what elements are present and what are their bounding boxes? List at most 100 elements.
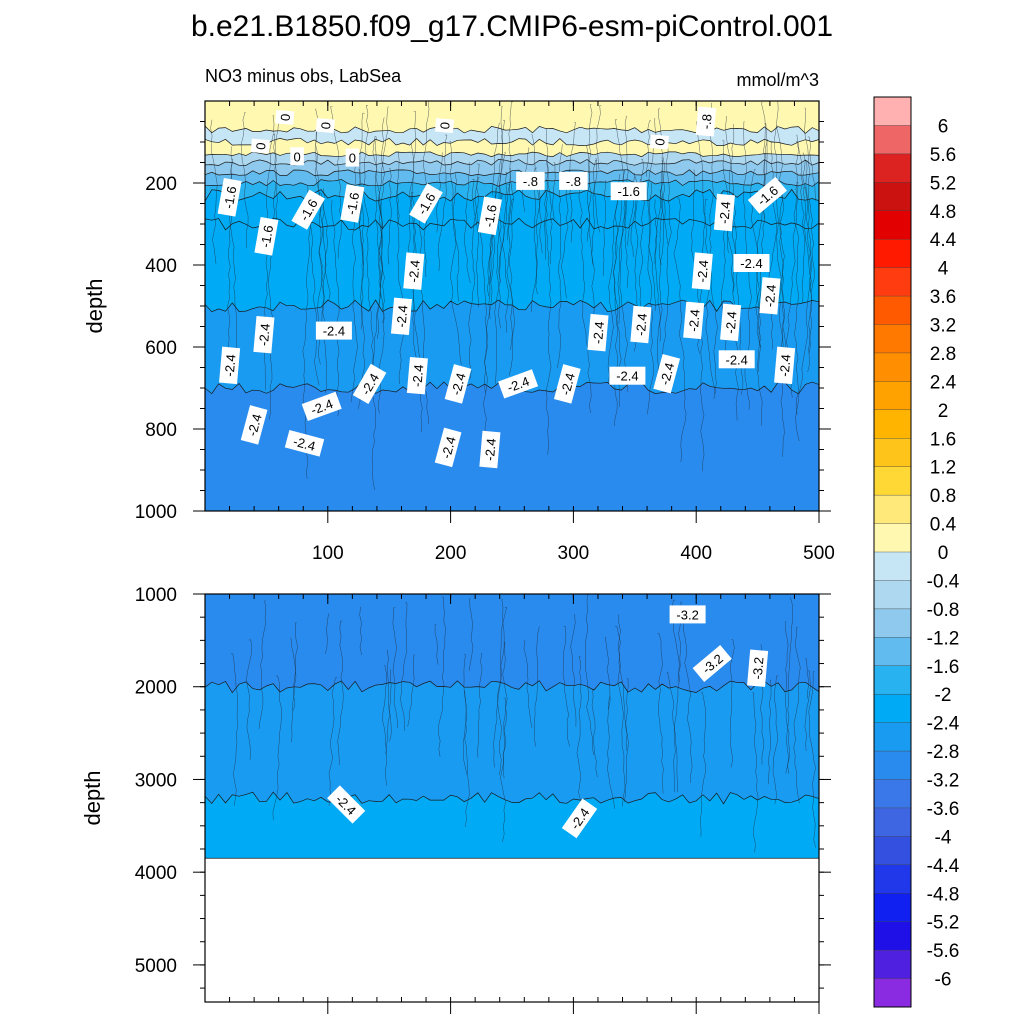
lower-squiggle-49 [617, 614, 628, 751]
upper-contour-label-36: -2.4 [498, 369, 539, 399]
lower-y-tick-label-2: 3000 [135, 770, 177, 791]
upper-contour-label-bg-31 [718, 350, 755, 369]
upper-contour-label-bg-16 [610, 182, 647, 201]
colorbar-swatch-9 [873, 352, 912, 382]
upper-contour-label-8: -1.6 [217, 178, 242, 217]
upper-contour-label-24: -2.4 [315, 321, 352, 340]
upper-contour-label-20: -2.4 [691, 252, 713, 290]
upper-squiggle-66 [777, 183, 786, 377]
upper-squiggle-68 [396, 183, 405, 385]
upper-contour-label-bg-35 [444, 364, 472, 404]
upper-squiggle-47 [464, 162, 471, 283]
upper-contour-label-16: -1.6 [610, 182, 647, 201]
colorbar-label-9: 2.4 [930, 372, 957, 393]
upper-contour-label-bg-0 [275, 109, 295, 125]
colorbar-frame [873, 96, 912, 1008]
upper-contour-label-bg-10 [340, 184, 365, 223]
upper-contour-label-text-16: -1.6 [617, 184, 639, 199]
lower-squiggle-23 [407, 654, 415, 727]
upper-squiggle-32 [602, 179, 607, 277]
upper-contour-label-text-34: -2.4 [409, 364, 426, 388]
lower-field [205, 594, 819, 1002]
upper-contour-label-text-22: -2.4 [762, 284, 779, 308]
upper-contour-label-6: 0 [345, 148, 360, 167]
upper-contour-label-4: 0 [250, 138, 270, 154]
colorbar-swatch-14 [873, 494, 912, 525]
panel-lower: -3.2-3.2 -3.2-2.4-2.4 1000200030004000500… [80, 585, 831, 1014]
colorbar-swatch-27 [873, 864, 912, 894]
upper-contour-label-bg-27 [630, 305, 652, 344]
lower-squiggle-40 [392, 607, 398, 728]
upper-squiggle-49 [617, 115, 629, 325]
colorbar-label-11: 1.6 [930, 429, 956, 450]
upper-squiggle-31 [725, 116, 740, 421]
lower-squiggle-14 [438, 596, 447, 758]
upper-contour-label-text-1: 0 [318, 121, 334, 130]
colorbar-label-4: 4.4 [930, 230, 957, 251]
upper-contour-label-text-44: -2.4 [482, 438, 499, 462]
upper-contour-label-42: -2.4 [284, 429, 325, 457]
upper-contour-label-13: -1.6 [254, 217, 279, 256]
colorbar-label-20: -2 [935, 685, 952, 706]
colorbar-swatch-18 [873, 608, 912, 638]
upper-contour-label-text-3: -.8 [698, 113, 714, 129]
upper-contour-label-14: -.8 [516, 171, 545, 190]
upper-squiggle-10 [471, 179, 479, 308]
colorbar-label-26: -4.4 [927, 856, 960, 877]
colorbar-label-2: 5.2 [930, 173, 956, 194]
colorbar-label-25: -4 [935, 827, 952, 848]
lower-squiggle-4 [804, 670, 811, 751]
upper-contour-label-text-14: -.8 [523, 174, 538, 189]
upper-contour-label-bg-11 [409, 183, 443, 224]
colorbar-swatch-29 [873, 921, 912, 951]
lower-y-tick-label-0: 1000 [135, 585, 177, 606]
colorbar-swatch-8 [873, 324, 912, 354]
upper-contour-label-27: -2.4 [630, 305, 652, 344]
lower-squiggle-47 [682, 606, 693, 783]
upper-contour-label-19: -2.4 [403, 252, 425, 290]
lower-squiggle-51 [667, 671, 676, 793]
upper-contour-label-bg-24 [315, 321, 352, 340]
upper-squiggle-113 [436, 152, 443, 233]
lower-squiggle-22 [570, 614, 577, 727]
upper-squiggle-34 [240, 111, 249, 249]
upper-squiggle-42 [795, 152, 812, 442]
upper-squiggle-18 [673, 197, 687, 462]
colorbar-swatch-28 [873, 893, 912, 923]
upper-contour-label-text-40: -2.4 [309, 396, 335, 418]
lower-squiggle-5 [767, 679, 772, 785]
lower-squiggle-10 [700, 692, 706, 837]
lower-squiggle-12 [576, 656, 587, 825]
upper-contour-label-34: -2.4 [406, 356, 428, 395]
lower-band-0 [205, 594, 819, 701]
upper-contour-label-32: -2.4 [774, 346, 796, 385]
upper-contour-label-bg-15 [559, 171, 588, 190]
colorbar-label-3: 4.8 [930, 202, 956, 223]
colorbar-label-1: 5.6 [930, 145, 956, 166]
upper-squiggle-40 [210, 119, 218, 264]
upper-squiggle-61 [468, 163, 480, 381]
lower-squiggle-17 [290, 637, 297, 743]
upper-contour-label-text-26: -2.4 [590, 321, 607, 345]
upper-contour-label-bg-4 [250, 138, 270, 154]
upper-squiggle-23 [302, 198, 314, 479]
colorbar-swatch-0 [873, 96, 912, 126]
colorbar-label-15: 0 [938, 543, 949, 564]
upper-squiggle-107 [654, 157, 664, 382]
upper-contour-label-bg-9 [291, 189, 325, 230]
upper-contour-label-text-36: -2.4 [505, 373, 531, 395]
upper-contour-label-bg-26 [587, 313, 609, 352]
lower-contour-label-text-2: -3.2 [750, 656, 767, 680]
upper-contour-label-10: -1.6 [340, 184, 365, 223]
lower-squiggle-42 [246, 639, 253, 760]
upper-contour-label-bg-29 [720, 303, 742, 342]
lower-squiggle-50 [400, 602, 408, 731]
upper-squiggle-76 [506, 199, 515, 376]
upper-right-label: mmol/m^3 [737, 70, 819, 90]
lower-squiggle-25 [671, 599, 680, 793]
upper-contour-label-text-8: -1.6 [221, 185, 240, 210]
upper-squiggle-72 [268, 115, 277, 420]
upper-contour-label-text-15: -.8 [566, 174, 581, 189]
upper-squiggle-106 [361, 105, 369, 330]
